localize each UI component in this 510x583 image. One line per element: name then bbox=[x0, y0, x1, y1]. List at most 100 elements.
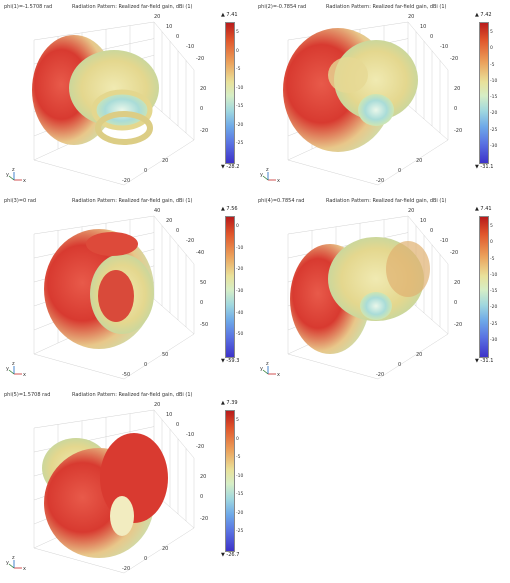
triad-axis-label: z bbox=[266, 167, 269, 173]
axis-tick-label: -10 bbox=[440, 44, 448, 50]
triad-axis-label: x bbox=[23, 178, 26, 184]
axis-tick-label: -20 bbox=[122, 178, 130, 184]
triad-axis-label: z bbox=[12, 361, 15, 367]
axes-triad-icon: yz x bbox=[260, 361, 280, 378]
color-legend-tick: 0 bbox=[236, 436, 239, 442]
axis-tick-label: -20 bbox=[454, 128, 462, 134]
axis-tick-label: -20 bbox=[196, 444, 204, 450]
axes-triad-icon: yz x bbox=[6, 555, 26, 572]
color-legend-tick: -20 bbox=[236, 510, 244, 516]
color-legend-tick: -5 bbox=[236, 455, 241, 461]
axis-tick-label: 20 bbox=[454, 86, 460, 92]
color-legend-tick: 5 bbox=[490, 30, 493, 35]
color-legend-tick: 5 bbox=[490, 224, 493, 229]
triad-axis-label: y bbox=[6, 560, 9, 566]
color-legend-tick: -20 bbox=[490, 111, 498, 117]
axis-tick-label: 0 bbox=[200, 494, 203, 500]
axis-tick-label: 20 bbox=[416, 352, 422, 358]
axis-tick-label: 10 bbox=[166, 24, 172, 30]
color-legend-max: ▲ 7.39 bbox=[221, 400, 238, 406]
phi-label: phi(1)=-1.5708 rad bbox=[4, 4, 53, 10]
color-legend-tick: -10 bbox=[236, 245, 244, 251]
axis-tick-label: 20 bbox=[200, 86, 206, 92]
color-legend-tick: 0 bbox=[490, 46, 493, 52]
color-legend: ▲ 7.41 5 0 -5 -10 -15 -20 -25 ▼ -28.2 bbox=[221, 12, 253, 178]
axes-triad-icon: yz x bbox=[6, 167, 26, 184]
color-legend-min: ▼ -59.3 bbox=[221, 358, 240, 364]
color-legend-min: ▼ -26.7 bbox=[221, 552, 240, 558]
axis-tick-label: 20 bbox=[200, 474, 206, 480]
color-legend-max: ▲ 7.41 bbox=[475, 206, 492, 212]
triad-axis-label: z bbox=[12, 167, 15, 173]
color-legend-tick: -15 bbox=[490, 289, 498, 294]
axis-tick-label: -20 bbox=[376, 372, 384, 378]
axis-tick-label: -20 bbox=[450, 56, 458, 62]
axis-tick-label: 20 bbox=[408, 208, 414, 214]
color-legend-tick: -15 bbox=[236, 104, 244, 110]
color-legend-tick: -25 bbox=[490, 321, 498, 327]
color-legend-max: ▲ 7.56 bbox=[221, 206, 238, 212]
axis-tick-label: 0 bbox=[176, 34, 179, 40]
color-legend-tick: 0 bbox=[236, 224, 239, 229]
color-legend-bar bbox=[225, 22, 235, 164]
axis-tick-label: 0 bbox=[200, 106, 203, 112]
triad-axis-label: z bbox=[12, 555, 15, 561]
color-legend-tick: -15 bbox=[236, 492, 244, 498]
axis-tick-label: -20 bbox=[200, 128, 208, 134]
color-legend-tick: -30 bbox=[490, 143, 498, 149]
axis-tick-label: -20 bbox=[122, 566, 130, 572]
axis-tick-label: 0 bbox=[454, 106, 457, 112]
radiation-plot-panel-3: phi(3)=0 rad Radiation Pattern: Realized… bbox=[4, 198, 254, 388]
axis-tick-label: 20 bbox=[154, 14, 160, 20]
axis-tick-label: 10 bbox=[166, 412, 172, 418]
axes-triad-icon: yz x bbox=[6, 361, 26, 378]
axis-tick-label: 20 bbox=[454, 280, 460, 286]
color-legend-tick: -25 bbox=[236, 141, 244, 147]
axes-triad-icon: yz x bbox=[260, 167, 280, 184]
axis-tick-label: 10 bbox=[420, 24, 426, 30]
axis-tick-label: 0 bbox=[144, 168, 147, 174]
axis-tick-label: 20 bbox=[162, 546, 168, 552]
axis-tick-label: -50 bbox=[122, 372, 130, 378]
pattern-surface bbox=[42, 433, 168, 558]
plot-heading: Radiation Pattern: Realized far-field ga… bbox=[72, 392, 193, 398]
color-legend-tick: 0 bbox=[490, 240, 493, 246]
triad-axis-label: y bbox=[6, 366, 9, 372]
axis-tick-label: 0 bbox=[144, 556, 147, 562]
color-legend-tick: -5 bbox=[490, 256, 495, 262]
plot-heading: Radiation Pattern: Realized far-field ga… bbox=[72, 4, 193, 10]
axis-tick-label: -20 bbox=[454, 322, 462, 328]
color-legend-tick: -5 bbox=[490, 62, 495, 68]
radiation-plot-panel-2: phi(2)=-0.7854 rad Radiation Pattern: Re… bbox=[258, 4, 508, 194]
pattern-surface bbox=[32, 35, 159, 145]
color-legend-tick: -5 bbox=[236, 67, 241, 73]
color-legend-tick: -20 bbox=[490, 305, 498, 311]
color-legend-tick: 5 bbox=[236, 418, 239, 423]
color-legend: ▲ 7.56 0 -10 -20 -30 -40 -50 ▼ -59.3 bbox=[221, 206, 253, 372]
color-legend-tick: -20 bbox=[236, 122, 244, 128]
triad-axis-label: x bbox=[23, 372, 26, 378]
axis-tick-label: -20 bbox=[376, 178, 384, 184]
color-legend-tick: -10 bbox=[490, 78, 498, 84]
axis-tick-label: 50 bbox=[162, 352, 168, 358]
triad-axis-label: z bbox=[266, 361, 269, 367]
color-legend: ▲ 7.41 5 0 -5 -10 -15 -20 -25 -30 ▼ -31.1 bbox=[475, 206, 507, 372]
axis-tick-label: 10 bbox=[420, 218, 426, 224]
3d-pattern-plot[interactable]: 40 20 0 -20-40 50 0 -50 50 0 -50 yz x bbox=[4, 204, 216, 384]
color-legend-min: ▼ -28.2 bbox=[221, 164, 240, 170]
axis-tick-label: 20 bbox=[162, 158, 168, 164]
axis-tick-label: 0 bbox=[176, 228, 179, 234]
axis-tick-label: 20 bbox=[166, 218, 172, 224]
plot-heading: Radiation Pattern: Realized far-field ga… bbox=[326, 4, 447, 10]
triad-axis-label: x bbox=[23, 566, 26, 572]
color-legend-tick: 5 bbox=[236, 30, 239, 35]
triad-axis-label: x bbox=[277, 372, 280, 378]
axis-tick-label: -20 bbox=[186, 238, 194, 244]
color-legend-bar bbox=[225, 410, 235, 552]
axis-tick-label: 50 bbox=[200, 280, 206, 286]
triad-axis-label: y bbox=[260, 172, 263, 178]
